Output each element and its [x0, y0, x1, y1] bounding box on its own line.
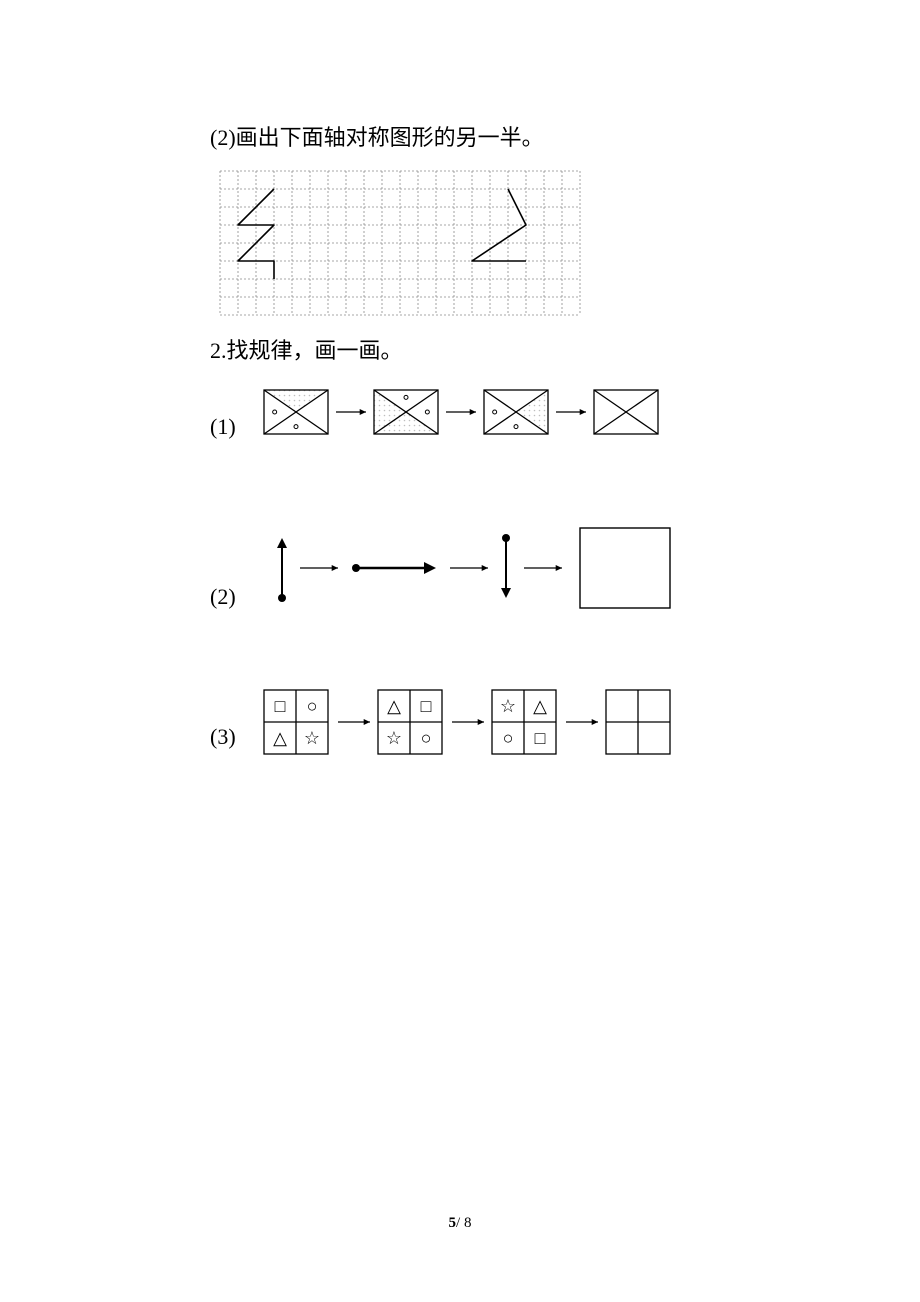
page-sep: / — [456, 1215, 464, 1231]
page-current: 5 — [449, 1215, 457, 1231]
label-1: (1) — [210, 414, 236, 448]
svg-text:□: □ — [274, 696, 285, 716]
question-2-text: 2.找规律，画一画。 — [210, 333, 800, 368]
pattern-row-3: (3) □ ○ △ ☆ △ □ ☆ ○ ☆ △ ○ □ — [210, 688, 800, 758]
svg-text:□: □ — [534, 728, 545, 748]
svg-text:☆: ☆ — [304, 728, 320, 748]
svg-text:□: □ — [420, 696, 431, 716]
grid-figure — [210, 163, 800, 323]
svg-text:△: △ — [273, 728, 287, 748]
page-footer: 5/ 8 — [0, 1215, 920, 1232]
svg-text:○: ○ — [502, 728, 513, 748]
label-3: (3) — [210, 724, 236, 758]
label-2: (2) — [210, 584, 236, 618]
svg-text:○: ○ — [420, 728, 431, 748]
svg-text:○: ○ — [306, 696, 317, 716]
svg-text:☆: ☆ — [500, 696, 516, 716]
svg-text:△: △ — [533, 696, 547, 716]
svg-text:△: △ — [387, 696, 401, 716]
pattern-row-2: (2) — [210, 518, 800, 618]
svg-text:☆: ☆ — [386, 728, 402, 748]
question-1-2-text: (2)画出下面轴对称图形的另一半。 — [210, 120, 800, 155]
pattern-row-1: (1) — [210, 388, 800, 448]
page-total: 8 — [464, 1215, 472, 1231]
